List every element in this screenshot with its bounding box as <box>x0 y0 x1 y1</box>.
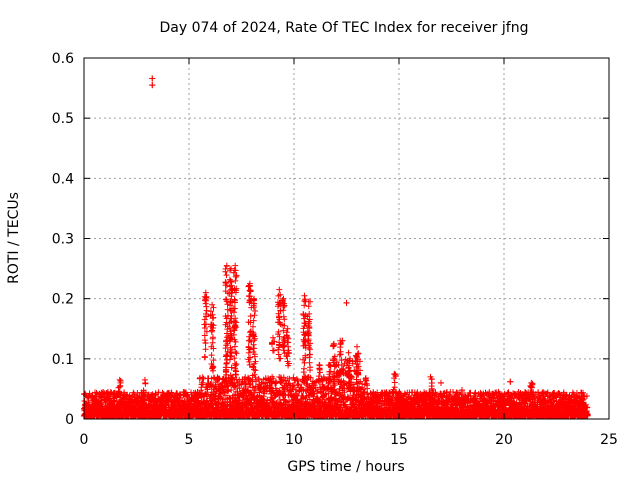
x-tick-label: 10 <box>285 432 303 448</box>
outlier-point <box>149 75 156 82</box>
outlier-point <box>459 387 465 394</box>
roti-markers <box>80 75 591 419</box>
axis-ticks <box>83 57 610 420</box>
y-tick-label: 0.3 <box>52 232 74 248</box>
x-tick-label: 5 <box>185 432 194 448</box>
y-tick-label: 0.6 <box>52 51 74 67</box>
outlier-point <box>339 337 346 344</box>
chart-title: Day 074 of 2024, Rate Of TEC Index for r… <box>160 20 529 36</box>
y-tick-label: 0.2 <box>52 292 74 308</box>
y-tick-label: 0 <box>65 412 74 428</box>
outlier-point <box>507 378 514 385</box>
y-tick-label: 0.5 <box>52 111 74 127</box>
outlier-point <box>438 379 444 386</box>
y-tick-labels: 0 0.1 0.2 0.3 0.4 0.5 0.6 <box>52 51 74 428</box>
x-tick-label: 15 <box>390 432 408 448</box>
y-tick-label: 0.4 <box>52 171 74 187</box>
x-axis-label: GPS time / hours <box>287 459 404 475</box>
data-points <box>80 75 591 419</box>
outlier-point <box>343 299 350 306</box>
x-tick-label: 0 <box>80 432 89 448</box>
y-tick-label: 0.1 <box>52 352 74 368</box>
y-axis-label: ROTI / TECUs <box>6 192 22 284</box>
x-tick-label: 25 <box>600 432 618 448</box>
x-tick-label: 20 <box>495 432 513 448</box>
grid-lines <box>84 58 609 419</box>
outlier-point <box>149 82 156 89</box>
x-tick-labels: 0 5 10 15 20 25 <box>80 432 618 448</box>
